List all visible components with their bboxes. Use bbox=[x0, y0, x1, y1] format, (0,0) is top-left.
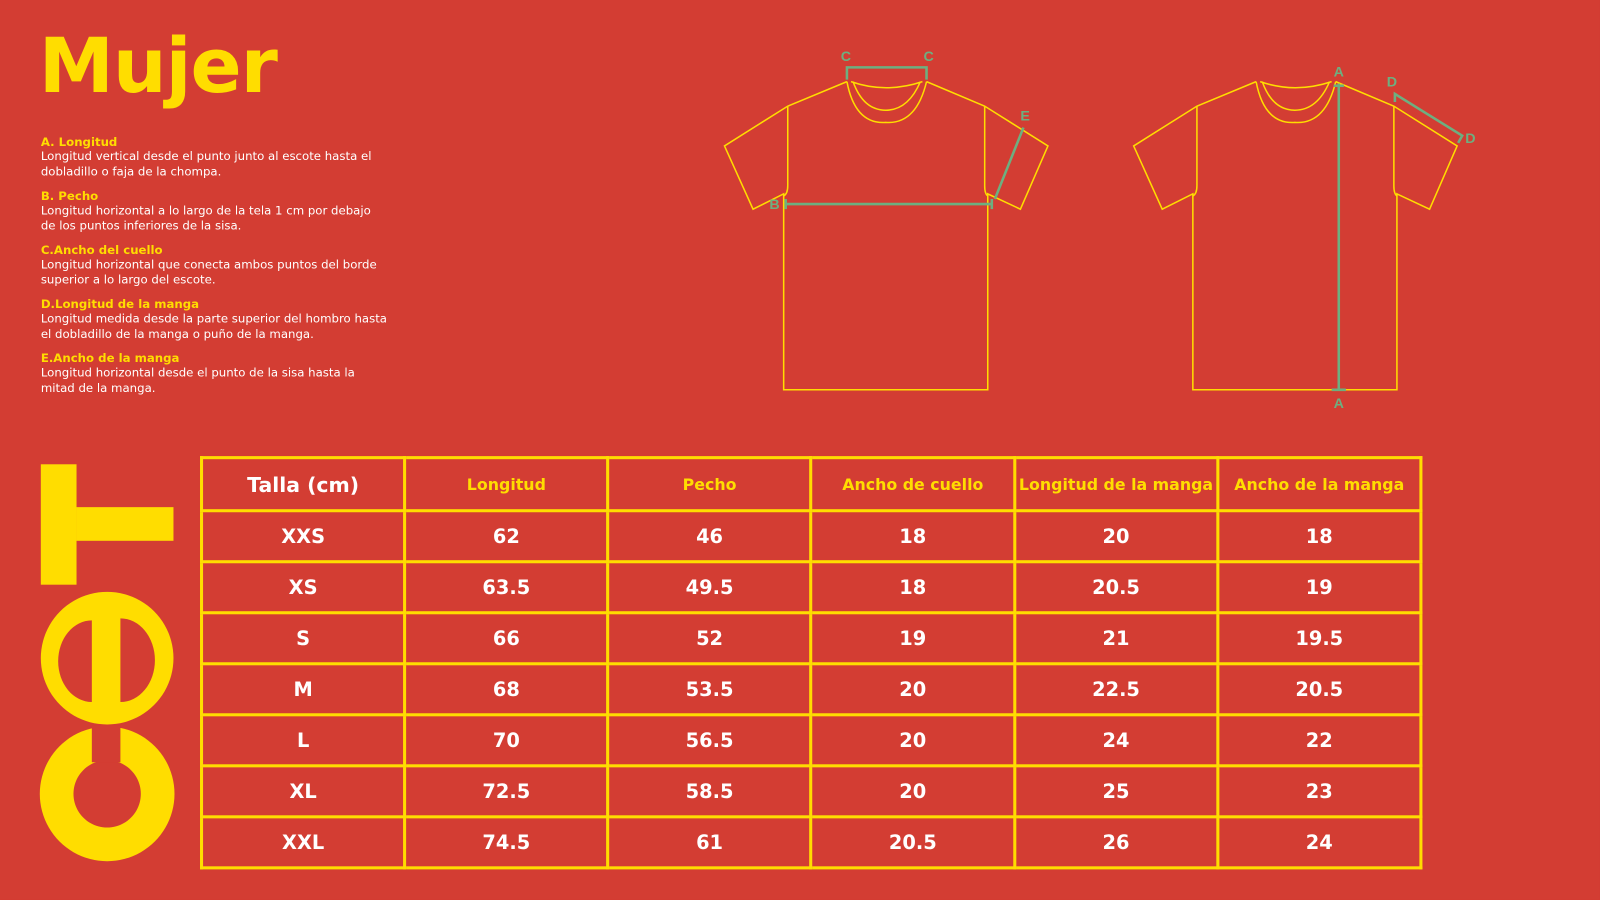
definition-a: A. Longitud Longitud vertical desde el pu… bbox=[41, 135, 388, 179]
size-cell: XL bbox=[199, 764, 407, 819]
size-cell: XXL bbox=[199, 815, 407, 870]
definition-text: Longitud horizontal a lo largo de la tel… bbox=[40, 203, 371, 233]
front-labels: C C B E bbox=[769, 49, 1030, 213]
page-title: Mujer bbox=[38, 22, 278, 111]
value-cell: 19 bbox=[1216, 560, 1423, 615]
value-cell: 18 bbox=[809, 560, 1016, 615]
definition-text: Longitud medida desde la parte superior … bbox=[40, 311, 388, 341]
value-cell: 49.5 bbox=[606, 560, 813, 615]
definition-heading: E.Ancho de la manga bbox=[40, 351, 180, 366]
value-cell: 66 bbox=[403, 611, 610, 666]
value-cell: 24 bbox=[1012, 713, 1220, 768]
value-cell: 20.5 bbox=[809, 815, 1016, 870]
value-cell: 20 bbox=[809, 764, 1016, 819]
value-cell: 52 bbox=[606, 611, 813, 666]
shirt-back-outline bbox=[1132, 80, 1459, 391]
definition-text: Longitud horizontal que conecta ambos pu… bbox=[40, 257, 377, 287]
value-cell: 18 bbox=[809, 509, 1016, 564]
column-header: Talla (cm) bbox=[199, 456, 407, 513]
value-cell: 20 bbox=[1012, 509, 1220, 564]
definition-heading: D.Longitud de la manga bbox=[40, 296, 200, 312]
label-a: A bbox=[1334, 65, 1344, 81]
value-cell: 46 bbox=[606, 509, 813, 564]
value-cell: 20.5 bbox=[1012, 560, 1220, 615]
table-row: S 66 52 19 21 19.5 bbox=[199, 611, 1423, 666]
definition-b: B. Pecho Longitud horizontal a lo largo d… bbox=[41, 189, 388, 233]
value-cell: 72.5 bbox=[403, 764, 610, 819]
value-cell: 23 bbox=[1216, 764, 1423, 819]
cet-logo bbox=[39, 464, 175, 862]
size-cell: XS bbox=[199, 560, 407, 615]
table-row: XXL 74.5 61 20.5 26 24 bbox=[199, 815, 1423, 870]
size-cell: S bbox=[199, 611, 407, 666]
definition-e: E.Ancho de la manga Longitud horizontal d… bbox=[41, 351, 388, 395]
front-measure-lines bbox=[784, 66, 1025, 210]
definition-heading: C.Ancho del cuello bbox=[40, 242, 163, 258]
column-header: Longitud de la manga bbox=[1012, 456, 1220, 513]
label-b: B bbox=[769, 197, 779, 213]
table-header-row: Talla (cm) Longitud Pecho Ancho de cuell… bbox=[199, 456, 1423, 513]
value-cell: 22 bbox=[1216, 713, 1423, 768]
definition-text: Longitud horizontal desde el punto de la… bbox=[40, 365, 355, 395]
table-row: XXS 62 46 18 20 18 bbox=[199, 509, 1423, 564]
value-cell: 63.5 bbox=[403, 560, 610, 615]
table-row: M 68 53.5 20 22.5 20.5 bbox=[199, 662, 1423, 717]
table-row: L 70 56.5 20 24 22 bbox=[199, 713, 1423, 768]
value-cell: 68 bbox=[403, 662, 610, 717]
value-cell: 74.5 bbox=[403, 815, 610, 870]
table-row: XL 72.5 58.5 20 25 23 bbox=[199, 764, 1423, 819]
value-cell: 20 bbox=[809, 662, 1016, 717]
value-cell: 18 bbox=[1216, 509, 1423, 564]
value-cell: 24 bbox=[1216, 815, 1423, 870]
definition-c: C.Ancho del cuello Longitud horizontal qu… bbox=[41, 243, 388, 287]
label-d: D bbox=[1387, 75, 1397, 91]
value-cell: 20.5 bbox=[1216, 662, 1423, 717]
column-header: Pecho bbox=[606, 456, 813, 513]
value-cell: 21 bbox=[1012, 611, 1220, 666]
measurement-definitions: A. Longitud Longitud vertical desde el pu… bbox=[41, 135, 388, 405]
label-e: E bbox=[1020, 108, 1030, 124]
label-c: C bbox=[841, 49, 851, 65]
table-row: XS 63.5 49.5 18 20.5 19 bbox=[199, 560, 1423, 615]
value-cell: 61 bbox=[606, 815, 813, 870]
value-cell: 19 bbox=[809, 611, 1016, 666]
size-cell: M bbox=[199, 662, 407, 717]
definition-d: D.Longitud de la manga Longitud medida de… bbox=[41, 297, 388, 341]
shirt-front-outline bbox=[723, 80, 1049, 391]
value-cell: 58.5 bbox=[606, 764, 813, 819]
label-c: C bbox=[923, 49, 933, 65]
value-cell: 25 bbox=[1012, 764, 1220, 819]
label-a: A bbox=[1334, 396, 1344, 412]
value-cell: 20 bbox=[809, 713, 1016, 768]
definition-heading: B. Pecho bbox=[40, 188, 99, 204]
value-cell: 62 bbox=[403, 509, 610, 564]
size-cell: L bbox=[199, 713, 407, 768]
column-header: Ancho de cuello bbox=[809, 456, 1016, 513]
back-labels: A A D D bbox=[1334, 65, 1476, 413]
value-cell: 19.5 bbox=[1216, 611, 1423, 666]
value-cell: 26 bbox=[1012, 815, 1220, 870]
size-cell: XXS bbox=[199, 509, 407, 564]
definition-heading: A. Longitud bbox=[40, 134, 118, 149]
value-cell: 53.5 bbox=[606, 662, 813, 717]
size-table: Talla (cm) Longitud Pecho Ancho de cuell… bbox=[199, 456, 1423, 870]
column-header: Longitud bbox=[403, 456, 610, 513]
value-cell: 70 bbox=[403, 713, 610, 768]
value-cell: 22.5 bbox=[1012, 662, 1220, 717]
label-d: D bbox=[1465, 131, 1475, 147]
definition-text: Longitud vertical desde el punto junto a… bbox=[40, 148, 372, 179]
back-measure-lines bbox=[1331, 83, 1464, 392]
column-header: Ancho de la manga bbox=[1216, 456, 1423, 513]
value-cell: 56.5 bbox=[606, 713, 813, 768]
